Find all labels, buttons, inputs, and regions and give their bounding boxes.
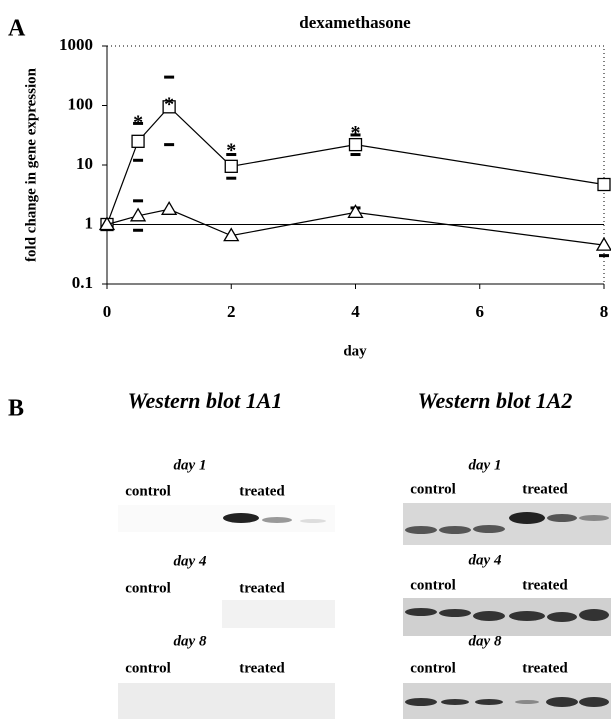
blot-left: day 1 control treated day 4 control trea… (118, 457, 335, 719)
point (162, 202, 176, 214)
day-label: day 4 (469, 552, 502, 568)
x-tick-label: 8 (600, 302, 609, 321)
lane-label: treated (239, 483, 285, 499)
annotation: * (351, 122, 361, 144)
plot-frame (107, 46, 604, 284)
day-label: day 1 (174, 457, 207, 473)
lane-label: control (410, 481, 456, 497)
point (225, 160, 237, 172)
lane-label: treated (239, 580, 285, 596)
y-tick-label: 1000 (59, 35, 93, 54)
x-tick-label: 0 (103, 302, 112, 321)
panel-label: B (8, 396, 24, 422)
blot-image (403, 503, 611, 545)
x-tick-label: 6 (476, 302, 485, 321)
y-label: fold change in gene expression (23, 67, 39, 262)
lane-label: control (125, 483, 171, 499)
lane-label: treated (239, 660, 285, 676)
chart-title: dexamethasone (299, 13, 411, 32)
y-tick-label: 1 (85, 213, 94, 232)
blot-image (403, 598, 611, 636)
lane-label: control (410, 577, 456, 593)
y-tick-label: 0.1 (72, 273, 93, 292)
blot-title: Western blot 1A1 (128, 388, 283, 413)
x-tick-label: 2 (227, 302, 236, 321)
band (223, 513, 259, 523)
day-label: day 8 (469, 633, 502, 649)
band (262, 517, 292, 523)
point (598, 179, 610, 191)
lane-label: treated (522, 481, 568, 497)
annotation: * (226, 140, 236, 162)
blot-image (118, 683, 335, 719)
y-tick-label: 10 (76, 154, 93, 173)
blot-title: Western blot 1A2 (418, 388, 573, 413)
lane-label: treated (522, 577, 568, 593)
lane-label: control (410, 660, 456, 676)
figure: A dexamethasone day fold change in gene … (0, 0, 611, 719)
annotation: * (164, 93, 174, 115)
day-label: day 4 (174, 553, 207, 569)
panel-label: A (8, 16, 26, 42)
x-tick-label: 4 (351, 302, 360, 321)
annotation: * (133, 111, 143, 133)
blot-right: day 1 control treated day 4 control trea… (403, 457, 611, 719)
lane-label: treated (522, 660, 568, 676)
y-tick-label: 100 (68, 94, 94, 113)
lane-label: control (125, 580, 171, 596)
band (300, 519, 326, 523)
point (132, 135, 144, 147)
x-label: day (343, 343, 367, 359)
day-label: day 1 (469, 457, 502, 473)
lane-label: control (125, 660, 171, 676)
day-label: day 8 (174, 633, 207, 649)
blot-image (222, 600, 335, 628)
